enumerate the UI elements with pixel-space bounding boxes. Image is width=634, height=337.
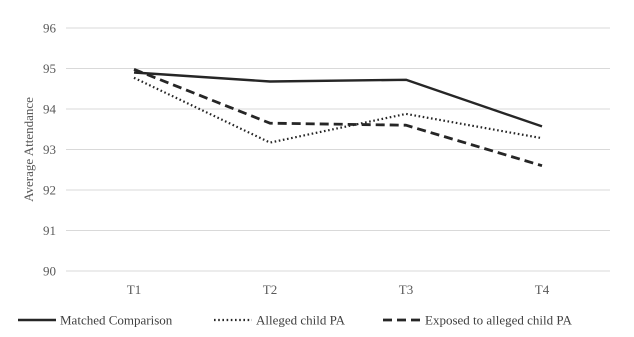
series-line-2 (133, 76, 543, 144)
y-tick-label: 94 (43, 102, 57, 117)
gridlines (66, 27, 610, 272)
y-tick-label: 90 (43, 264, 56, 279)
legend: Matched Comparison Alleged child PA Expose… (18, 313, 572, 328)
series-line-3 (133, 67, 543, 168)
y-tick-label: 92 (43, 183, 56, 198)
x-tick-label: T2 (263, 282, 277, 297)
legend-label-1: Matched Comparison (60, 313, 173, 328)
legend-label-2: Alleged child PA (256, 313, 346, 328)
y-tick-labels: 90 91 92 93 94 95 96 (43, 21, 57, 279)
series-lines (133, 67, 543, 168)
y-tick-label: 93 (43, 142, 56, 157)
y-tick-label: 95 (43, 61, 56, 76)
x-tick-label: T3 (399, 282, 413, 297)
y-tick-label: 96 (43, 21, 57, 36)
x-tick-label: T4 (535, 282, 550, 297)
series-line-1 (133, 71, 543, 128)
legend-label-3: Exposed to alleged child PA (425, 313, 572, 328)
x-tick-label: T1 (127, 282, 141, 297)
y-tick-label: 91 (43, 223, 56, 238)
x-tick-labels: T1 T2 T3 T4 (127, 282, 550, 297)
y-axis-title: Average Attendance (21, 97, 36, 202)
